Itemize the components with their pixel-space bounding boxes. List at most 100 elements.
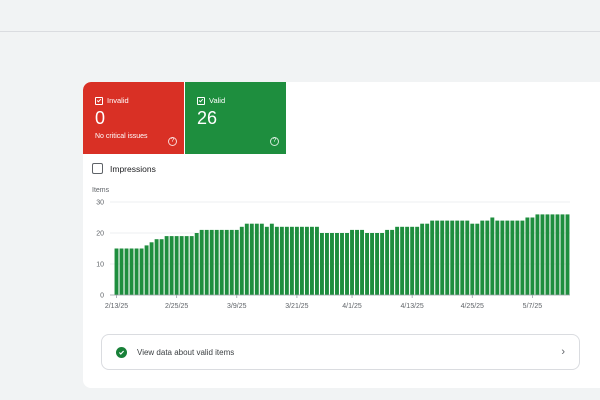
- bar[interactable]: [375, 233, 380, 295]
- bar[interactable]: [555, 214, 560, 295]
- bar[interactable]: [320, 233, 324, 295]
- bar[interactable]: [470, 223, 475, 295]
- bar[interactable]: [370, 233, 375, 295]
- bar[interactable]: [485, 220, 490, 295]
- bar[interactable]: [239, 226, 244, 295]
- bar[interactable]: [299, 226, 304, 295]
- bar[interactable]: [129, 248, 134, 296]
- checkbox-checked-icon[interactable]: [197, 96, 205, 105]
- bar[interactable]: [550, 214, 555, 295]
- help-icon[interactable]: ?: [270, 137, 279, 146]
- impressions-toggle[interactable]: Impressions: [92, 163, 156, 174]
- bar[interactable]: [395, 226, 400, 295]
- invalid-tile[interactable]: Invalid 0 No critical issues ?: [83, 82, 184, 154]
- bar[interactable]: [560, 214, 565, 295]
- bar[interactable]: [330, 233, 334, 295]
- bar[interactable]: [510, 220, 515, 295]
- bar[interactable]: [490, 217, 495, 296]
- bar[interactable]: [224, 229, 229, 295]
- bar[interactable]: [174, 236, 179, 295]
- bar[interactable]: [325, 233, 329, 295]
- bar[interactable]: [405, 226, 410, 295]
- bar[interactable]: [284, 226, 289, 295]
- bar[interactable]: [219, 229, 224, 295]
- checkbox-unchecked-icon[interactable]: [92, 163, 103, 174]
- bar[interactable]: [214, 229, 219, 295]
- bar[interactable]: [465, 220, 470, 295]
- bar[interactable]: [269, 223, 274, 295]
- bar[interactable]: [440, 220, 445, 295]
- bar[interactable]: [304, 226, 309, 295]
- bar[interactable]: [425, 223, 430, 295]
- bar[interactable]: [435, 220, 440, 295]
- bar[interactable]: [259, 223, 264, 295]
- bar[interactable]: [475, 223, 480, 295]
- bar[interactable]: [380, 233, 385, 295]
- bar[interactable]: [189, 236, 194, 295]
- checkbox-checked-icon[interactable]: [95, 96, 103, 105]
- bar[interactable]: [244, 223, 249, 295]
- bar[interactable]: [179, 236, 184, 295]
- bar[interactable]: [400, 226, 405, 295]
- bar[interactable]: [345, 233, 349, 295]
- valid-tile[interactable]: Valid 26 ?: [185, 82, 286, 154]
- bar[interactable]: [294, 226, 299, 295]
- view-valid-items-link[interactable]: View data about valid items ›: [101, 334, 580, 370]
- bar[interactable]: [204, 229, 209, 295]
- bar[interactable]: [505, 220, 510, 295]
- bar[interactable]: [314, 226, 319, 295]
- bar[interactable]: [159, 239, 164, 295]
- bar[interactable]: [520, 220, 525, 295]
- bar[interactable]: [134, 248, 139, 296]
- bar[interactable]: [119, 248, 124, 296]
- bar[interactable]: [390, 229, 395, 295]
- bar[interactable]: [530, 217, 535, 296]
- bar[interactable]: [350, 229, 354, 295]
- bar[interactable]: [169, 236, 174, 295]
- help-icon[interactable]: ?: [168, 137, 177, 146]
- bar[interactable]: [460, 220, 465, 295]
- bar[interactable]: [249, 223, 254, 295]
- bar[interactable]: [410, 226, 415, 295]
- bar[interactable]: [124, 248, 129, 296]
- bar[interactable]: [450, 220, 455, 295]
- bar[interactable]: [254, 223, 259, 295]
- bar[interactable]: [229, 229, 234, 295]
- bar[interactable]: [184, 236, 189, 295]
- bar[interactable]: [495, 220, 500, 295]
- bar[interactable]: [535, 214, 540, 295]
- bar[interactable]: [430, 220, 435, 295]
- bar[interactable]: [149, 242, 154, 295]
- bar[interactable]: [525, 217, 530, 296]
- bar[interactable]: [114, 248, 119, 296]
- bar[interactable]: [194, 233, 199, 295]
- bar[interactable]: [335, 233, 339, 295]
- bar[interactable]: [164, 236, 169, 295]
- bar[interactable]: [565, 214, 570, 295]
- bar[interactable]: [139, 248, 144, 296]
- bar[interactable]: [515, 220, 520, 295]
- bar[interactable]: [360, 229, 364, 295]
- bar[interactable]: [274, 226, 279, 295]
- bar[interactable]: [340, 233, 344, 295]
- bar[interactable]: [289, 226, 294, 295]
- bar[interactable]: [309, 226, 314, 295]
- bar[interactable]: [415, 226, 420, 295]
- bar[interactable]: [234, 229, 239, 295]
- bar[interactable]: [545, 214, 550, 295]
- bar[interactable]: [420, 223, 425, 295]
- bar[interactable]: [199, 229, 204, 295]
- bar[interactable]: [264, 226, 269, 295]
- bar[interactable]: [355, 229, 359, 295]
- bar[interactable]: [480, 220, 485, 295]
- bar[interactable]: [540, 214, 545, 295]
- bar[interactable]: [209, 229, 214, 295]
- bar[interactable]: [144, 245, 149, 295]
- bar[interactable]: [385, 229, 390, 295]
- bar[interactable]: [279, 226, 284, 295]
- bar[interactable]: [500, 220, 505, 295]
- bar[interactable]: [445, 220, 450, 295]
- bar[interactable]: [154, 239, 159, 295]
- bar[interactable]: [455, 220, 460, 295]
- bar[interactable]: [365, 233, 370, 295]
